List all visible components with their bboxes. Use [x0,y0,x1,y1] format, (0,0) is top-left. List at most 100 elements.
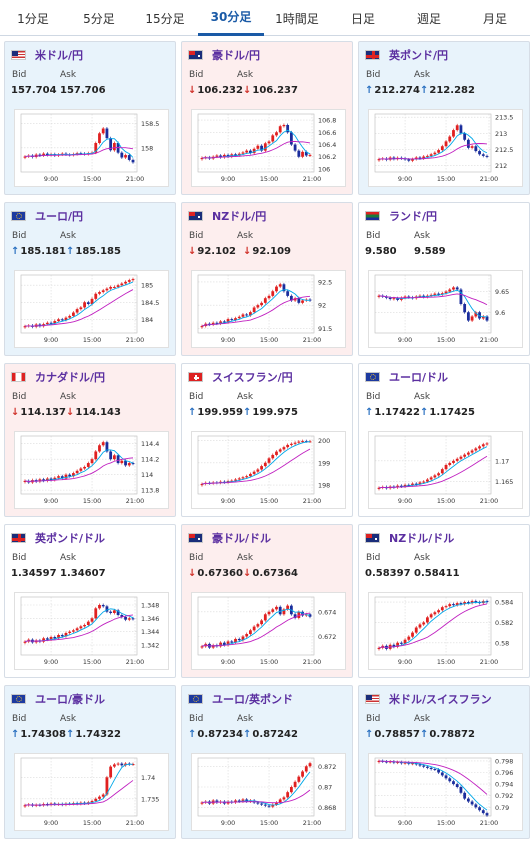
candle [94,798,98,801]
currency-card[interactable]: ユーロ/豪ドル Bid Ask ↑1.74308 ↑1.74322 1.74 1.735 9:… [4,685,176,839]
candle [60,153,64,155]
pair-name[interactable]: ユーロ/英ポンド [212,693,294,706]
price-chart[interactable]: 158.5 158 9:00 15:00 21:00 [14,109,169,187]
card-title[interactable]: ユーロ/英ポンド [188,691,293,707]
pair-name[interactable]: スイスフラン/円 [212,371,293,384]
currency-card[interactable]: 豪ドル/ドル Bid Ask ↓0.67360 ↓0.67364 0.674 0.672 9:… [181,524,353,678]
y-tick-label: 114.4 [141,440,159,448]
ask-value: ↑0.87242 [243,729,298,740]
tab-7[interactable]: 週足 [416,11,441,26]
card-title[interactable]: 豪ドル/ドル [188,530,271,546]
candle [407,636,411,640]
price-chart[interactable]: 1.17 1.165 9:00 15:00 21:00 [368,431,523,509]
price-chart[interactable]: 92.5 92 91.5 9:00 15:00 21:00 [191,270,346,348]
card-title[interactable]: カナダドル/円 [11,369,105,385]
candle [429,294,433,296]
candle [83,302,86,308]
pair-name[interactable]: 豪ドル/ドル [212,532,272,545]
candle [101,605,105,607]
card-title[interactable]: 米ドル/スイスフラン [365,691,492,707]
pair-name[interactable]: ユーロ/ドル [389,371,449,384]
bid-value-text: 0.78857 [374,729,420,740]
pair-name[interactable]: 米ドル/スイスフラン [389,693,492,706]
candle [79,153,83,155]
pair-name[interactable]: 英ポンド/ドル [35,532,106,545]
y-tick-label: 106.4 [318,141,336,149]
card-title[interactable]: NZドル/円 [188,208,266,224]
currency-card[interactable]: スイスフラン/円 Bid Ask ↑199.959 ↑199.975 200 199 198 9… [181,363,353,517]
arrow-up-icon: ↑ [365,729,374,740]
candle [282,124,286,127]
card-title[interactable]: 米ドル/円 [11,47,83,63]
card-title[interactable]: ユーロ/豪ドル [11,691,105,707]
pair-name[interactable]: ランド/円 [389,210,438,223]
price-chart[interactable]: 0.584 0.582 0.58 9:00 15:00 21:00 [368,592,523,670]
pair-name[interactable]: 豪ドル/円 [212,49,261,62]
candle [282,284,286,292]
candle [249,312,252,316]
y-tick-label: 0.672 [318,633,336,641]
pair-name[interactable]: ユーロ/豪ドル [35,693,106,706]
price-chart[interactable]: 9.65 9.6 9:00 15:00 21:00 [368,270,523,348]
currency-card[interactable]: NZドル/円 Bid Ask ↓92.102 ↓92.109 92.5 92 91.5 9:00… [181,202,353,356]
price-chart[interactable]: 114.4 114.2 114 113.8 9:00 15:00 21:00 [14,431,169,509]
card-title[interactable]: スイスフラン/円 [188,369,293,385]
pair-name[interactable]: NZドル/円 [212,210,267,223]
candle [437,473,440,476]
currency-card[interactable]: ユーロ/ドル Bid Ask ↑1.17422 ↑1.17425 1.17 1.165 9:0… [358,363,530,517]
tab-8[interactable]: 月足 [482,11,507,26]
card-title[interactable]: 豪ドル/円 [188,47,260,63]
ask-label: Ask [60,231,77,241]
currency-card[interactable]: 英ポンド/円 Bid Ask ↑212.274 ↑212.282 213.5 213 212.… [358,41,530,195]
currency-card[interactable]: ユーロ/円 Bid Ask ↑185.181 ↑185.185 185 184.5 184 9:… [4,202,176,356]
pair-name[interactable]: ユーロ/円 [35,210,84,223]
currency-card[interactable]: ランド/円 Bid Ask 9.580 9.589 9.65 9.6 9:00 15:00 21:… [358,202,530,356]
price-chart[interactable]: 213.5 213 212.5 212 9:00 15:00 21:00 [368,109,523,187]
price-chart[interactable]: 0.872 0.87 0.868 9:00 15:00 21:00 [191,753,346,831]
tab-1[interactable]: 1分足 [17,11,49,26]
card-title[interactable]: ユーロ/円 [11,208,83,224]
bid-label: Bid [366,231,381,241]
x-tick-label: 21:00 [303,175,321,183]
currency-card[interactable]: NZドル/ドル Bid Ask 0.58397 0.58411 0.584 0.582 0.5… [358,524,530,678]
price-chart[interactable]: 1.74 1.735 9:00 15:00 21:00 [14,753,169,831]
currency-card[interactable]: 米ドル/スイスフラン Bid Ask ↑0.78857 ↑0.78872 0.798 0.7… [358,685,530,839]
ask-value: ↑1.74322 [66,729,121,740]
price-chart[interactable]: 200 199 198 9:00 15:00 21:00 [191,431,346,509]
tab-4[interactable]: 30分足 [198,0,264,36]
price-chart[interactable]: 1.348 1.346 1.344 1.342 9:00 15:00 21:00 [14,592,169,670]
tab-3[interactable]: 15分足 [145,11,185,26]
currency-card[interactable]: 豪ドル/円 Bid Ask ↓106.232 ↓106.237 106.8 106.6 106… [181,41,353,195]
candle [72,630,75,632]
card-title[interactable]: NZドル/ドル [365,530,454,546]
ask-value-text: 106.237 [252,85,298,96]
candle [98,292,101,294]
price-chart[interactable]: 0.674 0.672 9:00 15:00 21:00 [191,592,346,670]
pair-name[interactable]: NZドル/ドル [389,532,455,545]
tab-5[interactable]: 1時間足 [275,11,319,26]
currency-card[interactable]: ユーロ/英ポンド Bid Ask ↑0.87234 ↑0.87242 0.872 0.87 0… [181,685,353,839]
currency-card[interactable]: 英ポンド/ドル Bid Ask 1.34597 1.34607 1.348 1.346 1.3… [4,524,176,678]
candle [263,462,267,467]
price-chart[interactable]: 0.798 0.796 0.794 0.792 0.79 9:00 15:00 21:00 [368,753,523,831]
currency-card[interactable]: 米ドル/円 Bid Ask 157.704 157.706 158.5 158 9:00 15:… [4,41,176,195]
candle [463,304,467,313]
pair-name[interactable]: 英ポンド/円 [389,49,449,62]
pair-name[interactable]: 米ドル/円 [35,49,84,62]
ma-long-line [24,457,134,483]
pair-name[interactable]: カナダドル/円 [35,371,106,384]
candle [418,482,422,485]
candle [267,458,271,463]
tab-2[interactable]: 5分足 [83,11,115,26]
tab-6[interactable]: 日足 [350,11,375,26]
currency-card[interactable]: カナダドル/円 Bid Ask ↓114.137 ↓114.143 114.4 114.2 1… [4,363,176,517]
x-tick-label: 9:00 [44,658,58,666]
card-title[interactable]: 英ポンド/ドル [11,530,105,546]
price-chart[interactable]: 106.8 106.6 106.4 106.2 106 9:00 15:00 21:00 [191,109,346,187]
card-title[interactable]: ランド/円 [365,208,437,224]
plot-frame [20,435,138,495]
price-chart[interactable]: 185 184.5 184 9:00 15:00 21:00 [14,270,169,348]
card-title[interactable]: ユーロ/ドル [365,369,448,385]
card-title[interactable]: 英ポンド/円 [365,47,448,63]
candle [215,800,219,803]
